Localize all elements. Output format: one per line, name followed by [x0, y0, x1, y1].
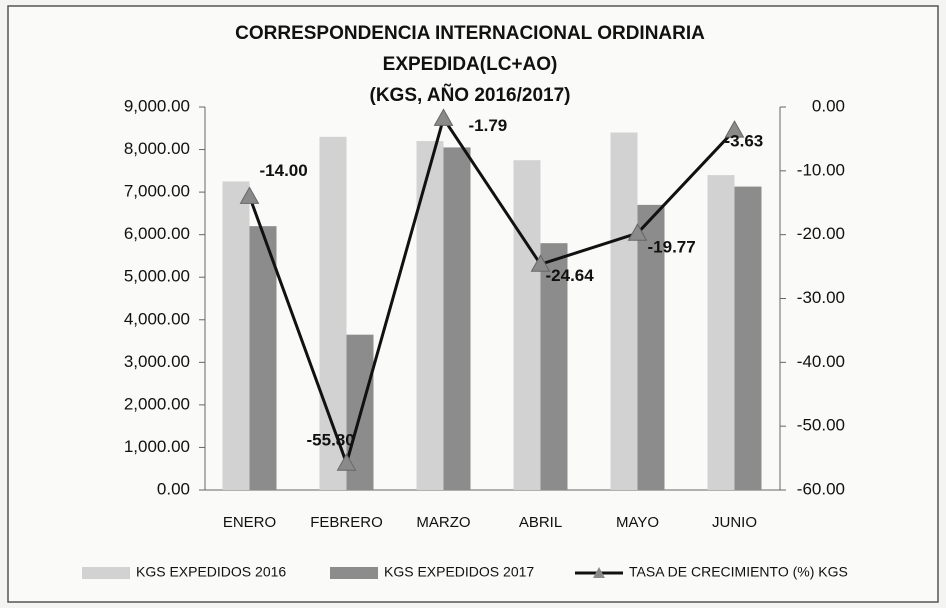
data-label: -1.79	[469, 116, 508, 135]
data-label: -14.00	[260, 161, 308, 180]
x-tick-label: FEBRERO	[310, 514, 383, 531]
y-tick-label: 9,000.00	[124, 96, 190, 115]
legend-swatch	[82, 567, 130, 579]
y-tick-label: 7,000.00	[124, 182, 190, 201]
marker	[433, 108, 454, 126]
bar	[319, 136, 347, 491]
x-tick-label: MAYO	[616, 514, 659, 531]
chart-title: EXPEDIDA(LC+AO)	[383, 54, 558, 75]
y2-tick-label: -40.00	[797, 352, 845, 371]
bar	[513, 160, 541, 490]
y-tick-label: 4,000.00	[124, 309, 190, 328]
marker	[627, 223, 648, 241]
chart-title: (KGS, AÑO 2016/2017)	[370, 84, 571, 106]
bar	[249, 226, 277, 490]
data-label: -19.77	[648, 238, 696, 257]
bar	[222, 181, 250, 490]
y2-tick-label: -50.00	[797, 416, 845, 435]
legend-label: KGS EXPEDIDOS 2017	[384, 564, 534, 580]
x-tick-label: ABRIL	[519, 514, 562, 531]
bar	[637, 204, 665, 490]
x-tick-label: ENERO	[223, 514, 276, 531]
data-label: -55.80	[307, 431, 355, 450]
bar	[443, 147, 471, 490]
y2-tick-label: -30.00	[797, 288, 845, 307]
x-tick-label: MARZO	[416, 514, 470, 531]
marker	[724, 120, 745, 138]
chart-frame	[7, 5, 939, 603]
marker	[239, 186, 260, 204]
y2-tick-label: -20.00	[797, 224, 845, 243]
marker	[530, 254, 551, 272]
y-tick-label: 3,000.00	[124, 352, 190, 371]
legend-label: TASA DE CRECIMIENTO (%) KGS	[629, 564, 848, 580]
legend-label: KGS EXPEDIDOS 2016	[136, 564, 286, 580]
y-tick-label: 1,000.00	[124, 437, 190, 456]
bar	[540, 243, 568, 490]
bar	[734, 186, 762, 490]
legend-swatch	[330, 567, 378, 579]
y2-tick-label: -10.00	[797, 160, 845, 179]
y2-tick-label: 0.00	[812, 96, 845, 115]
y-tick-label: 6,000.00	[124, 224, 190, 243]
y-tick-label: 5,000.00	[124, 267, 190, 286]
bar	[416, 141, 444, 491]
chart-title: CORRESPONDENCIA INTERNACIONAL ORDINARIA	[235, 23, 705, 44]
data-label: -24.64	[546, 266, 595, 285]
legend-marker	[593, 567, 605, 578]
data-label: -3.63	[725, 132, 764, 151]
marker	[336, 453, 357, 471]
x-tick-label: JUNIO	[712, 514, 757, 531]
bar	[707, 175, 735, 491]
y-tick-label: 2,000.00	[124, 394, 190, 413]
line	[248, 114, 736, 469]
y2-tick-label: -60.00	[797, 479, 845, 498]
y-tick-label: 8,000.00	[124, 139, 190, 158]
y-tick-label: 0.00	[157, 479, 190, 498]
bar	[610, 132, 638, 491]
